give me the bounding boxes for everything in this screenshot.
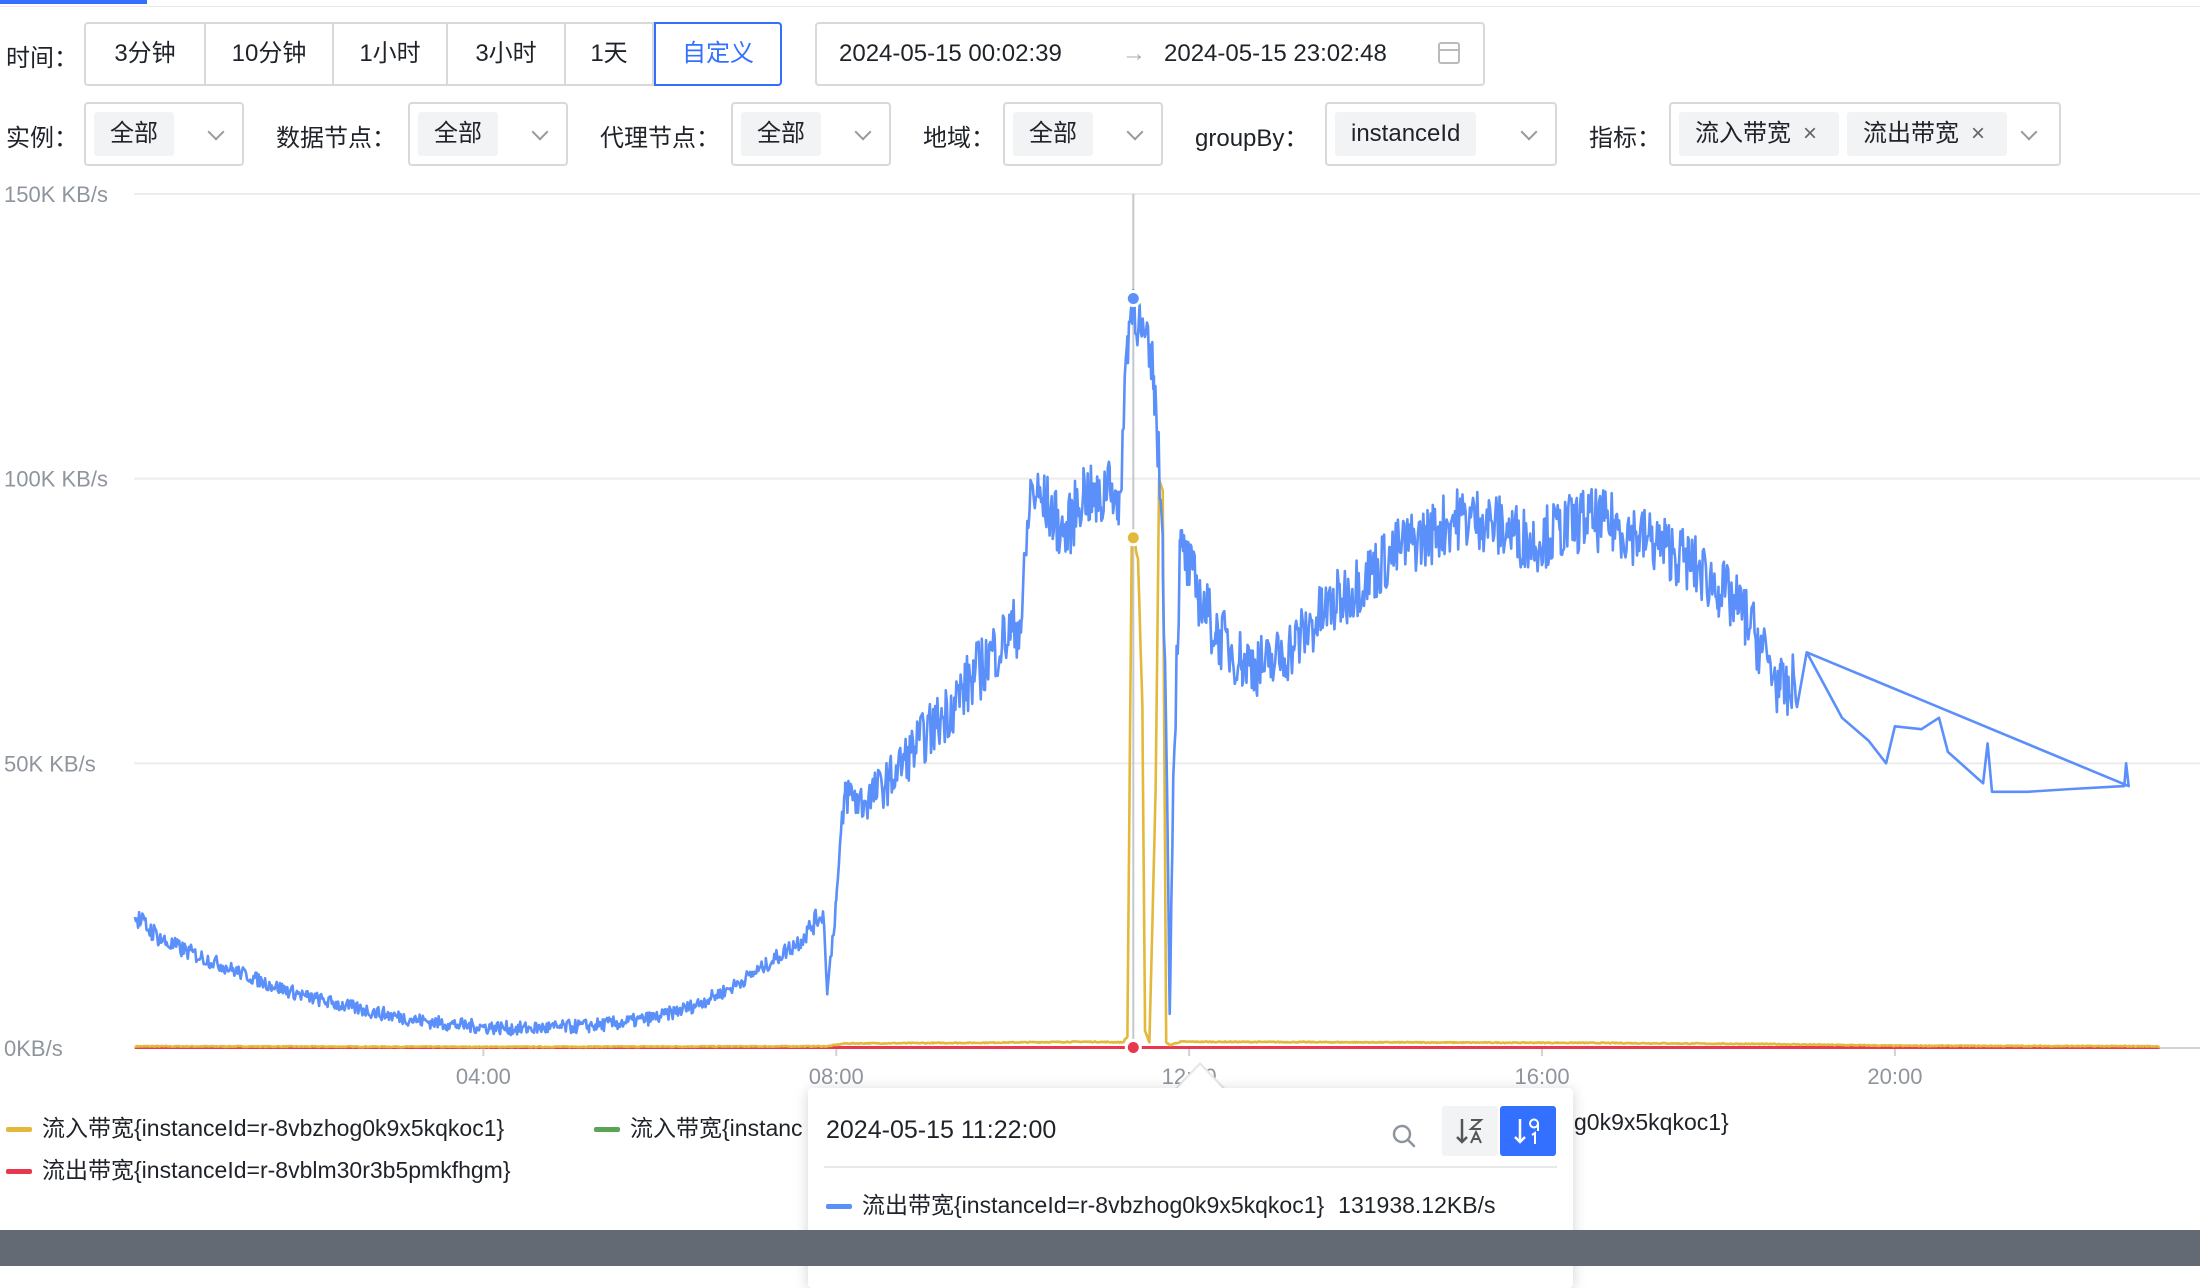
legend-item[interactable]: 流入带宽{instanceId=r-8vbzhog0k9x5kqkoc1} xyxy=(6,1109,504,1143)
y-tick-label: 100K KB/s xyxy=(4,467,108,492)
proxy-label: 代理节点： xyxy=(600,125,720,152)
tooltip-row-value: 131938.12KB/s xyxy=(1338,1192,1496,1218)
x-tick-label: 20:00 xyxy=(1867,1064,1922,1089)
chevron-down-icon xyxy=(854,123,872,141)
groupby-label: groupBy： xyxy=(1195,125,1309,152)
y-tick-label: 0KB/s xyxy=(4,1036,63,1061)
chevron-down-icon xyxy=(531,123,549,141)
hover-point-inbound xyxy=(1124,529,1142,547)
tag-remove-icon[interactable]: × xyxy=(1971,120,1986,147)
footer-bar xyxy=(0,1230,2200,1266)
tooltip-swatch-blue xyxy=(826,1204,852,1210)
metric-tag-label: 流入带宽 xyxy=(1695,120,1791,147)
legend-item[interactable]: 流出带宽{instanceId=r-8vblm30r3b5pmkfhgm} xyxy=(6,1151,511,1185)
tooltip-arrow-inner xyxy=(1176,1065,1224,1090)
sort-numeric-button[interactable] xyxy=(1500,1106,1556,1156)
bandwidth-line-chart[interactable]: 0KB/s 50K KB/s 100K KB/s 150K KB/s 04:00 08:0… xyxy=(0,180,2200,1090)
range-end[interactable]: 2024-05-15 23:02:48 xyxy=(1164,40,1387,67)
legend-swatch-red xyxy=(6,1169,32,1175)
region-value: 全部 xyxy=(1013,112,1093,156)
time-1h-button[interactable]: 1小时 xyxy=(334,24,448,84)
tooltip-divider xyxy=(824,1166,1557,1168)
instance-label: 实例： xyxy=(6,125,78,152)
metric-tag-inbound: 流入带宽 × xyxy=(1679,112,1839,156)
y-tick-label: 150K KB/s xyxy=(4,182,108,207)
time-label: 时间： xyxy=(6,45,78,72)
instance-value: 全部 xyxy=(94,112,174,156)
legend-label: 流入带宽{instanc xyxy=(630,1115,803,1141)
legend-swatch-yellow xyxy=(6,1127,32,1133)
time-10min-button[interactable]: 10分钟 xyxy=(206,24,334,84)
legend-item[interactable]: 流入带宽{instanc xyxy=(594,1109,803,1143)
range-arrow-icon: → xyxy=(1122,40,1146,67)
time-1d-button[interactable]: 1天 xyxy=(566,24,654,84)
sort-alpha-button[interactable] xyxy=(1442,1106,1498,1156)
tooltip-row: 流出带宽{instanceId=r-8vbzhog0k9x5kqkoc1} 131… xyxy=(826,1186,1495,1220)
chevron-down-icon xyxy=(207,123,225,141)
datanode-label: 数据节点： xyxy=(276,125,396,152)
region-label: 地域： xyxy=(923,125,995,152)
groupby-select[interactable]: instanceId xyxy=(1325,102,1557,166)
search-icon[interactable] xyxy=(1386,1118,1426,1154)
metric-tag-label: 流出带宽 xyxy=(1863,120,1959,147)
sort-alpha-icon xyxy=(1456,1119,1484,1144)
proxy-select[interactable]: 全部 xyxy=(731,102,891,166)
series-outbound-main xyxy=(133,288,2130,1037)
calendar-icon[interactable] xyxy=(1438,42,1460,64)
groupby-value: instanceId xyxy=(1335,112,1477,156)
metric-select[interactable]: 流入带宽 × 流出带宽 × xyxy=(1669,102,2061,166)
tooltip-time: 2024-05-15 11:22:00 xyxy=(826,1116,1057,1144)
x-tick-label: 08:00 xyxy=(809,1064,864,1089)
chevron-down-icon xyxy=(2020,123,2038,141)
chevron-down-icon xyxy=(1126,123,1144,141)
active-tab-indicator xyxy=(0,0,147,4)
x-tick-label: 16:00 xyxy=(1515,1064,1570,1089)
legend-label: 流入带宽{instanceId=r-8vbzhog0k9x5kqkoc1} xyxy=(42,1115,505,1141)
proxy-value: 全部 xyxy=(741,112,821,156)
hover-point-secondary xyxy=(1124,1039,1142,1057)
legend-swatch-green xyxy=(594,1127,620,1133)
time-range-segmented: 3分钟 10分钟 1小时 3小时 1天 自定义 xyxy=(84,22,782,86)
sort-numeric-icon xyxy=(1514,1118,1539,1144)
x-tick-label: 04:00 xyxy=(456,1064,511,1089)
hover-point-outbound xyxy=(1124,290,1142,308)
top-tab-bar xyxy=(0,0,2200,7)
metric-tag-outbound: 流出带宽 × xyxy=(1847,112,2007,156)
region-select[interactable]: 全部 xyxy=(1003,102,1163,166)
tooltip-row-label: 流出带宽{instanceId=r-8vbzhog0k9x5kqkoc1} xyxy=(862,1192,1325,1218)
datanode-value: 全部 xyxy=(418,112,498,156)
chevron-down-icon xyxy=(1520,123,1538,141)
legend-item[interactable]: g0k9x5kqkoc1} xyxy=(1574,1109,1729,1136)
tag-remove-icon[interactable]: × xyxy=(1803,120,1818,147)
time-3min-button[interactable]: 3分钟 xyxy=(86,24,206,84)
legend-label: 流出带宽{instanceId=r-8vblm30r3b5pmkfhgm} xyxy=(42,1157,511,1183)
instance-select[interactable]: 全部 xyxy=(84,102,244,166)
y-tick-label: 50K KB/s xyxy=(4,751,96,776)
time-custom-button[interactable]: 自定义 xyxy=(654,22,782,86)
datanode-select[interactable]: 全部 xyxy=(408,102,568,166)
legend-label: g0k9x5kqkoc1} xyxy=(1574,1109,1729,1135)
series-inbound-main xyxy=(134,477,2161,1049)
date-range-picker[interactable]: 2024-05-15 00:02:39 → 2024-05-15 23:02:4… xyxy=(815,22,1485,86)
range-start[interactable]: 2024-05-15 00:02:39 xyxy=(839,40,1062,67)
metric-label: 指标： xyxy=(1589,125,1661,152)
time-3h-button[interactable]: 3小时 xyxy=(448,24,566,84)
